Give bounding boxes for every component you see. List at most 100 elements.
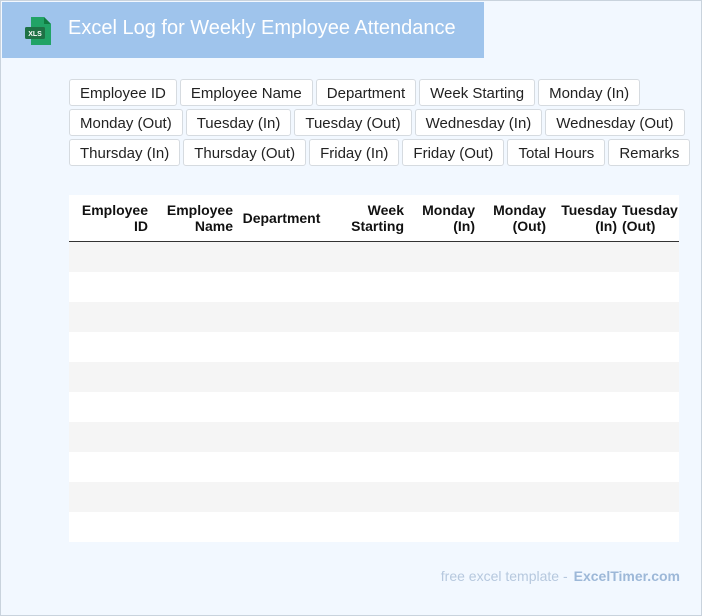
table-cell[interactable] (153, 302, 238, 332)
table-cell[interactable] (551, 332, 622, 362)
table-cell[interactable] (238, 452, 330, 482)
column-header[interactable]: Tuesday (In) (551, 195, 622, 242)
field-chip[interactable]: Department (315, 79, 417, 106)
field-chip[interactable]: Total Hours (507, 139, 606, 166)
table-cell[interactable] (480, 272, 551, 302)
table-cell[interactable] (409, 302, 480, 332)
table-cell[interactable] (409, 332, 480, 362)
table-cell[interactable] (409, 512, 480, 542)
table-cell[interactable] (153, 482, 238, 512)
field-chip[interactable]: Remarks (608, 139, 691, 166)
table-cell[interactable] (69, 422, 153, 452)
table-cell[interactable] (622, 422, 679, 452)
table-cell[interactable] (69, 362, 153, 392)
table-cell[interactable] (622, 332, 679, 362)
table-cell[interactable] (330, 452, 409, 482)
column-header[interactable]: Employee Name (153, 195, 238, 242)
table-cell[interactable] (330, 302, 409, 332)
table-cell[interactable] (622, 512, 679, 542)
column-header[interactable]: Week Starting (330, 195, 409, 242)
table-cell[interactable] (480, 512, 551, 542)
table-cell[interactable] (330, 512, 409, 542)
table-cell[interactable] (153, 512, 238, 542)
table-cell[interactable] (409, 272, 480, 302)
table-cell[interactable] (153, 452, 238, 482)
table-cell[interactable] (551, 241, 622, 272)
table-cell[interactable] (238, 241, 330, 272)
table-cell[interactable] (480, 392, 551, 422)
field-chip[interactable]: Friday (In) (309, 139, 400, 166)
field-chip[interactable]: Thursday (In) (69, 139, 181, 166)
field-chip[interactable]: Friday (Out) (402, 139, 505, 166)
table-cell[interactable] (238, 302, 330, 332)
field-chip[interactable]: Monday (In) (538, 79, 641, 106)
table-cell[interactable] (480, 332, 551, 362)
table-cell[interactable] (622, 452, 679, 482)
field-chip[interactable]: Employee ID (69, 79, 177, 106)
table-cell[interactable] (622, 362, 679, 392)
table-cell[interactable] (409, 422, 480, 452)
table-cell[interactable] (330, 241, 409, 272)
table-cell[interactable] (330, 272, 409, 302)
table-cell[interactable] (69, 452, 153, 482)
table-cell[interactable] (153, 241, 238, 272)
table-cell[interactable] (551, 392, 622, 422)
table-cell[interactable] (409, 452, 480, 482)
table-cell[interactable] (238, 482, 330, 512)
field-chip[interactable]: Tuesday (Out) (294, 109, 412, 136)
table-cell[interactable] (330, 482, 409, 512)
table-cell[interactable] (69, 512, 153, 542)
table-cell[interactable] (551, 302, 622, 332)
table-cell[interactable] (551, 512, 622, 542)
table-cell[interactable] (69, 392, 153, 422)
table-cell[interactable] (238, 422, 330, 452)
table-cell[interactable] (238, 392, 330, 422)
table-cell[interactable] (480, 241, 551, 272)
table-cell[interactable] (480, 302, 551, 332)
table-cell[interactable] (238, 362, 330, 392)
table-cell[interactable] (480, 362, 551, 392)
table-cell[interactable] (480, 482, 551, 512)
table-cell[interactable] (622, 392, 679, 422)
table-cell[interactable] (551, 452, 622, 482)
column-header[interactable]: Department (238, 195, 330, 242)
table-cell[interactable] (330, 332, 409, 362)
table-cell[interactable] (69, 272, 153, 302)
table-cell[interactable] (69, 302, 153, 332)
table-cell[interactable] (622, 272, 679, 302)
table-cell[interactable] (153, 362, 238, 392)
table-cell[interactable] (153, 272, 238, 302)
table-cell[interactable] (409, 241, 480, 272)
table-cell[interactable] (330, 392, 409, 422)
table-cell[interactable] (480, 422, 551, 452)
column-header[interactable]: Employee ID (69, 195, 153, 242)
table-cell[interactable] (330, 362, 409, 392)
table-cell[interactable] (622, 241, 679, 272)
table-cell[interactable] (330, 422, 409, 452)
field-chip[interactable]: Week Starting (419, 79, 536, 106)
field-chip[interactable]: Thursday (Out) (183, 139, 307, 166)
table-cell[interactable] (153, 422, 238, 452)
table-cell[interactable] (69, 482, 153, 512)
table-cell[interactable] (238, 332, 330, 362)
table-cell[interactable] (480, 452, 551, 482)
column-header[interactable]: Tuesday (Out) (622, 195, 679, 242)
table-cell[interactable] (551, 362, 622, 392)
field-chip[interactable]: Wednesday (Out) (545, 109, 685, 136)
field-chip[interactable]: Monday (Out) (69, 109, 183, 136)
table-cell[interactable] (238, 272, 330, 302)
table-cell[interactable] (409, 482, 480, 512)
table-cell[interactable] (409, 362, 480, 392)
footer-site-link[interactable]: ExcelTimer.com (573, 568, 680, 584)
column-header[interactable]: Monday (In) (409, 195, 480, 242)
table-cell[interactable] (409, 392, 480, 422)
table-cell[interactable] (551, 482, 622, 512)
table-cell[interactable] (551, 272, 622, 302)
table-cell[interactable] (238, 512, 330, 542)
table-cell[interactable] (69, 241, 153, 272)
field-chip[interactable]: Employee Name (179, 79, 313, 106)
table-cell[interactable] (551, 422, 622, 452)
column-header[interactable]: Monday (Out) (480, 195, 551, 242)
table-cell[interactable] (69, 332, 153, 362)
table-cell[interactable] (622, 482, 679, 512)
